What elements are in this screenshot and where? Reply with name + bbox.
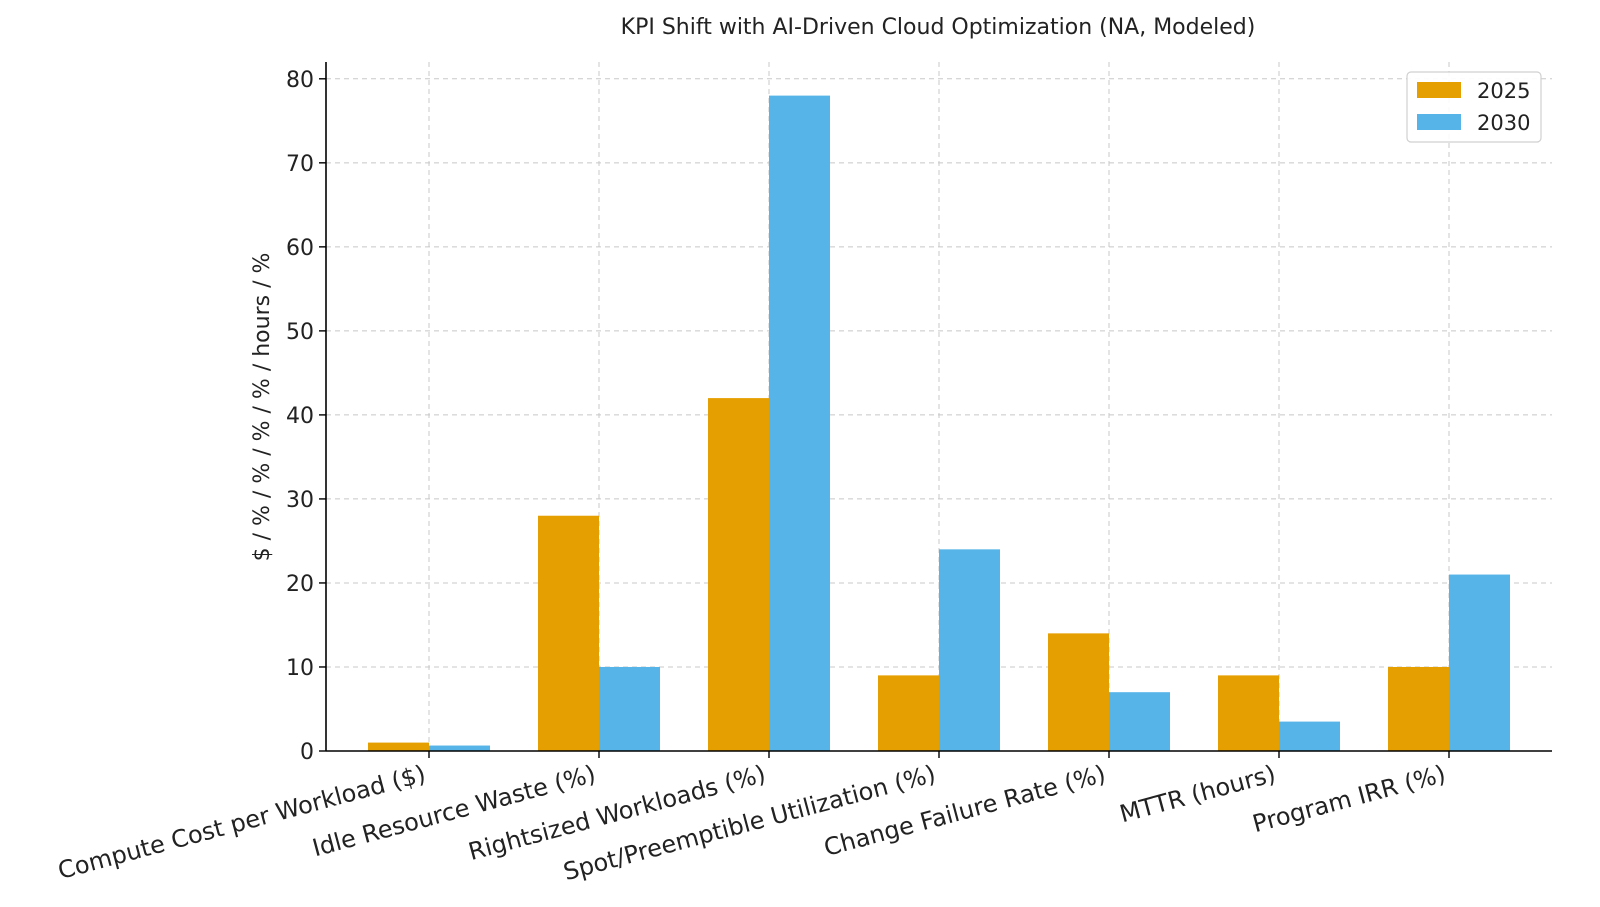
legend-swatch-2025 <box>1417 82 1461 98</box>
y-tick-label: 0 <box>300 740 314 765</box>
bar-2030 <box>429 745 490 751</box>
legend-label-2025: 2025 <box>1477 79 1530 103</box>
bar-2030 <box>1449 574 1510 751</box>
bars <box>368 95 1510 752</box>
bar-2030 <box>769 95 830 752</box>
x-category-label: Idle Resource Waste (%) <box>309 760 598 863</box>
bar-2025 <box>1388 666 1449 751</box>
chart-title: KPI Shift with AI-Driven Cloud Optimizat… <box>621 15 1256 40</box>
x-category-label: Program IRR (%) <box>1250 760 1449 838</box>
y-tick-label: 50 <box>286 320 314 345</box>
bar-2025 <box>1218 675 1279 751</box>
legend-swatch-2030 <box>1417 114 1461 130</box>
bar-2025 <box>368 742 429 751</box>
bar-2030 <box>939 549 1000 751</box>
bar-2025 <box>708 398 769 751</box>
x-category-labels: Compute Cost per Workload ($)Idle Resour… <box>55 751 1450 886</box>
bar-2025 <box>538 515 599 751</box>
y-tick-label: 30 <box>286 488 314 513</box>
x-category-label: Change Failure Rate (%) <box>821 760 1109 862</box>
y-tick-label: 80 <box>286 68 314 93</box>
bar-2030 <box>599 666 660 751</box>
y-tick-label: 70 <box>286 152 314 177</box>
y-tick-label: 10 <box>286 656 314 681</box>
bar-2030 <box>1109 692 1170 751</box>
y-tick-labels: 0 10 20 30 40 50 60 70 80 <box>286 68 326 765</box>
bar-2030 <box>1279 721 1340 751</box>
bar-2025 <box>1048 633 1109 751</box>
y-axis-label: $ / % / % / % / % / hours / % <box>250 253 275 562</box>
y-tick-label: 60 <box>286 236 314 261</box>
legend: 2025 2030 <box>1406 71 1542 143</box>
legend-label-2030: 2030 <box>1477 111 1530 135</box>
bar-2025 <box>878 675 939 751</box>
y-tick-label: 40 <box>286 404 314 429</box>
y-tick-label: 20 <box>286 572 314 597</box>
